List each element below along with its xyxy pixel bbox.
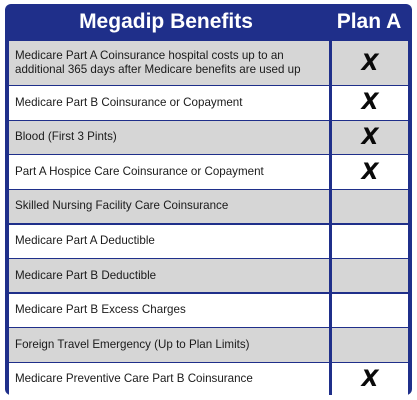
table-row: Medicare Part B Deductible	[9, 259, 408, 293]
benefit-cell: Foreign Travel Emergency (Up to Plan Lim…	[9, 328, 329, 362]
benefit-cell: Medicare Part B Excess Charges	[9, 293, 329, 328]
plan-a-cell	[332, 328, 408, 362]
table-row: Medicare Part B Excess Charges	[9, 293, 408, 328]
benefits-table: Megadip Benefits Plan A Medicare Part A …	[5, 4, 412, 397]
table-body: Medicare Part A Coinsurance hospital cos…	[9, 41, 408, 397]
table-row: Medicare Part A Coinsurance hospital cos…	[9, 41, 408, 86]
benefits-column-header: Megadip Benefits	[79, 10, 253, 33]
plan-a-check-mark: X	[332, 86, 408, 120]
table-header: Megadip Benefits Plan A	[5, 4, 412, 40]
benefit-cell: Part A Hospice Care Coinsurance or Copay…	[9, 155, 329, 189]
table-row: Skilled Nursing Facility Care Coinsuranc…	[9, 189, 408, 224]
plan-a-cell	[332, 259, 408, 293]
benefit-cell: Blood (First 3 Pints)	[9, 120, 329, 155]
table-row: Medicare Part A Deductible	[9, 224, 408, 259]
plan-a-check-mark: X	[332, 120, 408, 155]
benefit-cell: Medicare Part A Deductible	[9, 224, 329, 258]
benefit-cell: Medicare Part A Coinsurance hospital cos…	[9, 41, 329, 85]
table-row: Blood (First 3 Pints) X	[9, 120, 408, 155]
table-row: Part A Hospice Care Coinsurance or Copay…	[9, 155, 408, 189]
plan-a-check-mark: X	[332, 362, 408, 397]
plan-a-column-header: Plan A	[336, 10, 402, 33]
plan-a-check-mark: X	[332, 41, 408, 85]
benefit-cell: Medicare Part B Deductible	[9, 259, 329, 293]
table-row: Medicare Preventive Care Part B Coinsura…	[9, 362, 408, 397]
plan-a-cell	[332, 224, 408, 258]
plan-a-cell	[332, 189, 408, 224]
table-row: Foreign Travel Emergency (Up to Plan Lim…	[9, 328, 408, 362]
benefit-cell: Medicare Preventive Care Part B Coinsura…	[9, 362, 329, 397]
benefit-cell: Skilled Nursing Facility Care Coinsuranc…	[9, 189, 329, 224]
plan-a-cell	[332, 293, 408, 328]
table-row: Medicare Part B Coinsurance or Copayment…	[9, 86, 408, 120]
plan-a-check-mark: X	[332, 155, 408, 189]
benefit-cell: Medicare Part B Coinsurance or Copayment	[9, 86, 329, 120]
